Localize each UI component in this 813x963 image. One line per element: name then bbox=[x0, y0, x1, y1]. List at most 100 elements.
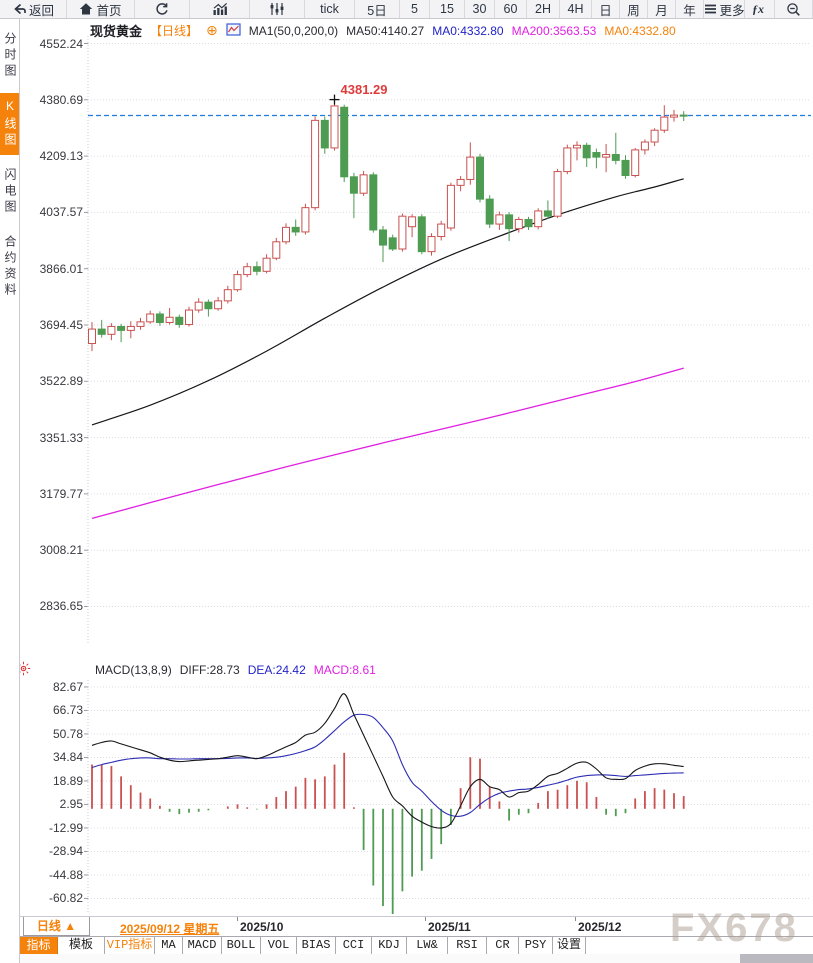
indicator-tab-bar: 指标 模板 VIP指标 MA MACD BOLL VOL BIAS CCI KDJ LW& RSI CR… bbox=[20, 936, 813, 955]
price-tick-label: 3179.77 bbox=[39, 486, 83, 501]
refresh-icon bbox=[155, 2, 169, 16]
price-axis: 4552.24 4380.69 4209.13 4037.57 3866.01 3694.… bbox=[20, 0, 85, 963]
symbol-title: 现货黄金 bbox=[90, 24, 143, 39]
toolbar-item-label: 5 bbox=[411, 2, 418, 16]
toolbar-item-更多[interactable]: 更多 bbox=[704, 0, 745, 18]
toolbar-item-日[interactable]: 日 bbox=[592, 0, 620, 18]
toolbar-item-label: 更多 bbox=[719, 3, 745, 18]
toolbar-item-refresh[interactable] bbox=[135, 0, 190, 18]
ma50-line bbox=[91, 178, 684, 426]
menu-icon bbox=[704, 3, 717, 15]
price-tick-label: 4552.24 bbox=[39, 36, 83, 51]
toolbar-item-2H[interactable]: 2H bbox=[527, 0, 560, 18]
date-label: 2025/10 bbox=[240, 920, 284, 934]
mini-chart-icon[interactable] bbox=[226, 22, 241, 39]
toolbar-item-返回[interactable]: 返回 bbox=[0, 0, 67, 18]
macd-tick-label: -12.99 bbox=[48, 820, 83, 835]
tab-BOLL[interactable]: BOLL bbox=[222, 937, 261, 954]
tab-模板[interactable]: 模板 bbox=[58, 937, 105, 954]
macd-tick-label: 34.84 bbox=[52, 750, 83, 765]
tab-MA[interactable]: MA bbox=[155, 937, 183, 954]
zoom-out-icon bbox=[786, 2, 801, 17]
date-label: 2025/11 bbox=[428, 920, 471, 934]
toolbar-item-label: 5日 bbox=[367, 3, 387, 18]
toolbar-item-30[interactable]: 30 bbox=[465, 0, 495, 18]
ma0-value-orange: MA0:4332.80 bbox=[604, 23, 676, 38]
ma50-value: MA50:4140.27 bbox=[346, 23, 425, 38]
tab-PSY[interactable]: PSY bbox=[519, 937, 553, 954]
fx-icon: ƒx bbox=[751, 2, 769, 16]
toolbar-item-4H[interactable]: 4H bbox=[560, 0, 592, 18]
toolbar-item-label: 日 bbox=[599, 3, 612, 18]
tab-CR[interactable]: CR bbox=[487, 937, 519, 954]
macd-tick-label: -28.94 bbox=[48, 844, 83, 859]
price-tick-label: 3522.89 bbox=[39, 374, 83, 389]
toolbar-item-15[interactable]: 15 bbox=[430, 0, 465, 18]
toolbar-item-sliders[interactable] bbox=[250, 0, 305, 18]
toolbar-item-周[interactable]: 周 bbox=[620, 0, 648, 18]
diff-line bbox=[91, 693, 684, 829]
top-toolbar: 返回 首页 tick 5日 5 15 30 60 2H 4H 日周月年 更多 ƒx bbox=[0, 0, 813, 19]
chart-type-sidebar: 分时图 K线图闪电图合约资料 bbox=[0, 19, 20, 963]
tab-LW&[interactable]: LW& bbox=[407, 937, 448, 954]
toolbar-item-首页[interactable]: 首页 bbox=[67, 0, 135, 18]
toolbar-item-月[interactable]: 月 bbox=[648, 0, 676, 18]
price-tick-label: 4037.57 bbox=[39, 205, 83, 220]
tab-KDJ[interactable]: KDJ bbox=[372, 937, 407, 954]
toolbar-item-zoom-out[interactable] bbox=[775, 0, 813, 18]
macd-dea-value: DEA:24.42 bbox=[247, 663, 306, 677]
main-chart-header: 现货黄金 【日线】 ⊕ MA1(50,0,200,0) MA50:4140.27… bbox=[90, 21, 676, 40]
price-tick-label: 3694.45 bbox=[39, 317, 83, 332]
sidebar-item-闪电图[interactable]: 闪电图 bbox=[3, 168, 17, 216]
price-tick-label: 3351.33 bbox=[39, 430, 83, 445]
scrollbar-thumb[interactable] bbox=[740, 954, 813, 963]
macd-tick-label: -60.82 bbox=[48, 891, 83, 906]
period-label: 【日线】 bbox=[150, 24, 199, 38]
toolbar-item-label: 60 bbox=[503, 2, 518, 16]
macd-value: MACD:8.61 bbox=[313, 663, 376, 677]
toolbar-item-label: 2H bbox=[535, 2, 551, 16]
grid-layer bbox=[84, 36, 811, 914]
toolbar-item-label: 年 bbox=[683, 3, 696, 18]
ma200-line bbox=[91, 367, 684, 520]
macd-tick-label: 66.73 bbox=[52, 703, 83, 718]
toolbar-item-fx[interactable]: ƒx bbox=[745, 0, 775, 18]
macd-tick-label: 18.89 bbox=[52, 773, 83, 788]
tab-VOL[interactable]: VOL bbox=[261, 937, 297, 954]
macd-diff-value: DIFF:28.73 bbox=[179, 663, 240, 677]
toolbar-item-5日[interactable]: 5日 bbox=[355, 0, 400, 18]
toolbar-item-bar-chart[interactable] bbox=[190, 0, 250, 18]
horizontal-scrollbar[interactable] bbox=[20, 954, 813, 963]
sidebar-item-合约资料[interactable]: 合约资料 bbox=[3, 235, 17, 299]
bar-chart-icon bbox=[212, 2, 228, 16]
tab-MACD[interactable]: MACD bbox=[183, 937, 222, 954]
sidebar-item-K线图[interactable]: K线图 bbox=[0, 93, 19, 155]
tab-设置[interactable]: 设置 bbox=[553, 937, 586, 954]
toolbar-item-label: 首页 bbox=[96, 3, 122, 18]
high-price-annotation: 4381.29 bbox=[340, 81, 388, 97]
tab-指标[interactable]: 指标 bbox=[20, 937, 58, 954]
period-selector-dropdown[interactable]: 日线 ▲ bbox=[23, 917, 90, 936]
add-indicator-icon[interactable]: ⊕ bbox=[206, 22, 218, 38]
toolbar-item-年[interactable]: 年 bbox=[676, 0, 704, 18]
macd-tick-label: 50.78 bbox=[52, 726, 83, 741]
toolbar-item-5[interactable]: 5 bbox=[400, 0, 430, 18]
macd-histogram bbox=[91, 752, 685, 914]
tab-BIAS[interactable]: BIAS bbox=[297, 937, 336, 954]
ma200-value: MA200:3563.53 bbox=[511, 23, 597, 38]
tab-VIP指标[interactable]: VIP指标 bbox=[105, 937, 155, 954]
sidebar-item-分时图[interactable]: 分时图 bbox=[3, 32, 17, 80]
price-tick-label: 3866.01 bbox=[39, 261, 83, 276]
back-arrow-icon bbox=[12, 2, 26, 16]
price-tick-label: 2836.65 bbox=[39, 599, 83, 614]
macd-axis: 82.67 66.73 50.78 34.84 18.89 2.95 -12.99 -28.9… bbox=[20, 0, 85, 963]
tab-CCI[interactable]: CCI bbox=[336, 937, 372, 954]
dea-line bbox=[91, 713, 684, 817]
date-label: 2025/12 bbox=[578, 920, 622, 934]
price-tick-label: 4380.69 bbox=[39, 92, 83, 107]
tab-RSI[interactable]: RSI bbox=[448, 937, 487, 954]
toolbar-item-tick[interactable]: tick bbox=[305, 0, 355, 18]
toolbar-item-60[interactable]: 60 bbox=[495, 0, 527, 18]
